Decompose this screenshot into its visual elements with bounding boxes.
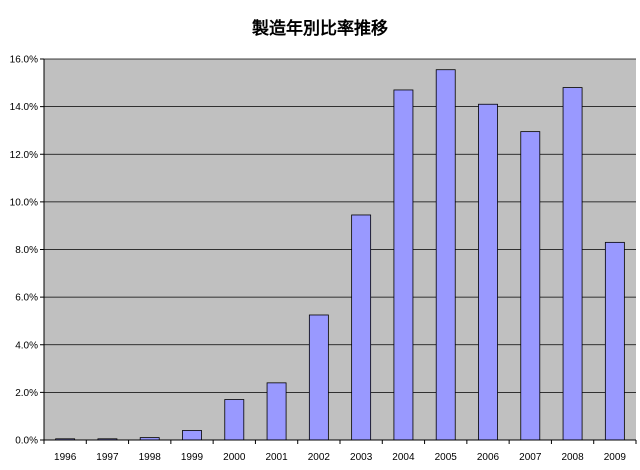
y-tick-label: 10.0% [10,197,38,208]
x-tick-label: 2009 [604,452,627,463]
x-tick-label: 2002 [308,452,331,463]
bar-2000 [224,399,245,441]
x-tick-label: 2007 [519,452,542,463]
y-tick-label: 8.0% [15,245,38,256]
bar-2006 [478,103,498,441]
bars [55,69,625,441]
bar-2008 [562,87,583,441]
bar-2009 [604,241,625,441]
x-tick-label: 2000 [223,452,246,463]
bar-2007 [520,131,541,441]
bar-2004 [393,89,414,441]
y-tick-label: 4.0% [15,340,38,351]
y-tick-label: 14.0% [10,102,38,113]
x-tick-label: 2003 [350,452,373,463]
y-tick-label: 12.0% [10,150,38,161]
y-tick-label: 16.0% [10,55,38,66]
x-tick-label: 2006 [477,452,500,463]
x-tick-label: 1996 [54,452,77,463]
x-tick-label: 1999 [181,452,204,463]
y-tick-label: 6.0% [15,293,38,304]
x-tick-label: 2004 [392,452,415,463]
bar-2001 [266,382,287,441]
x-tick-label: 2005 [435,452,458,463]
x-tick-label: 2008 [561,452,584,463]
x-tick-label: 2001 [265,452,288,463]
x-axis-ticks: 1996 1997 1998 1999 2000 2001 2002 2003 2004 2005… [43,440,637,463]
bar-2003 [351,214,372,441]
bar-1999 [182,430,202,441]
y-tick-label: 0.0% [15,436,38,447]
bar-2005 [435,69,456,441]
x-tick-label: 1997 [96,452,119,463]
chart-title: 製造年別比率推移 [252,19,388,39]
bar-2002 [308,314,329,441]
x-tick-label: 1998 [139,452,162,463]
y-axis-ticks: 0.0% 2.0% 4.0% 6.0% 8.0% 10.0% 12.0% 14.0% 16.0% [10,55,44,447]
y-tick-label: 2.0% [15,388,38,399]
